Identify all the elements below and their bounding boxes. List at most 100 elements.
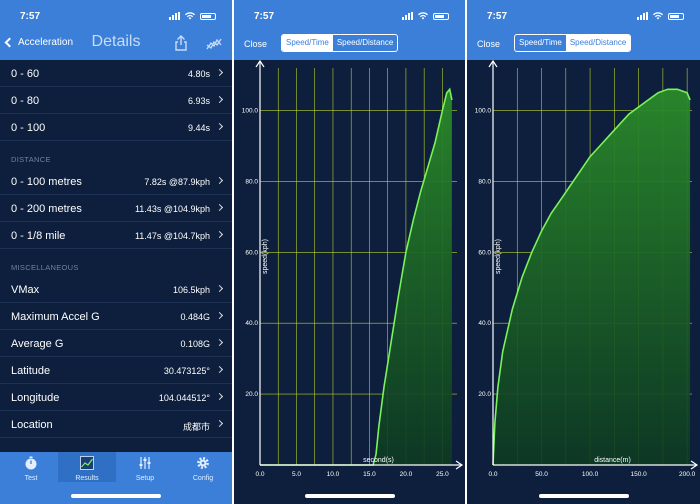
- list-item[interactable]: 0 - 1/8 mile 11.47s @104.7kph: [0, 222, 232, 249]
- tab-config[interactable]: Config: [174, 456, 232, 482]
- results-list: 0 - 60 4.80s 0 - 80 6.93s 0 - 100 9.44s DIS…: [0, 60, 232, 438]
- stopwatch-icon: [25, 456, 37, 470]
- list-item[interactable]: Average G 0.108G: [0, 330, 232, 357]
- chevron-right-icon: [215, 284, 224, 293]
- y-axis-arrow: [488, 59, 498, 68]
- gear-icon: [197, 457, 209, 469]
- segment-speed-distance[interactable]: Speed/Distance: [565, 35, 631, 51]
- battery-icon: [668, 13, 684, 20]
- graph-icon[interactable]: [206, 37, 222, 51]
- tab-bar: Test Results Setup Config: [0, 452, 232, 504]
- navigation-bar: Close Speed/Time Speed/Distance: [234, 32, 465, 54]
- tab-setup[interactable]: Setup: [116, 456, 174, 482]
- status-bar: 7:57: [0, 8, 232, 24]
- y-tick-label: 20.0: [245, 391, 258, 398]
- results-chart-icon: [80, 456, 94, 470]
- sliders-icon: [139, 457, 151, 469]
- page-title: Details: [91, 33, 141, 50]
- tab-results[interactable]: Results: [58, 452, 116, 482]
- x-tick-label: 100.0: [582, 471, 599, 478]
- status-time: 7:57: [487, 11, 508, 22]
- x-tick-label: 15.0: [363, 471, 376, 478]
- list-item[interactable]: 0 - 100 9.44s: [0, 114, 232, 141]
- chevron-right-icon: [215, 176, 224, 185]
- battery-icon: [200, 13, 216, 20]
- x-axis-arrow: [455, 460, 464, 470]
- chevron-right-icon: [215, 338, 224, 347]
- wifi-icon: [418, 12, 428, 20]
- y-tick-label: 20.0: [478, 391, 491, 398]
- chevron-right-icon: [215, 419, 224, 428]
- chevron-right-icon: [215, 230, 224, 239]
- status-time: 7:57: [20, 11, 41, 22]
- segment-speed-distance[interactable]: Speed/Distance: [336, 38, 394, 47]
- chevron-right-icon: [215, 392, 224, 401]
- area-fill: [493, 89, 691, 466]
- y-tick-label: 100.0: [475, 108, 492, 115]
- y-tick-label: 60.0: [478, 249, 491, 256]
- x-tick-label: 150.0: [630, 471, 647, 478]
- wifi-icon: [185, 12, 195, 20]
- list-item[interactable]: Latitude 30.473125°: [0, 357, 232, 384]
- speed-distance-screen: 7:57 Close Speed/Time Speed/Distance 0.0…: [467, 0, 700, 504]
- x-tick-label: 20.0: [400, 471, 413, 478]
- list-item[interactable]: Location 成都市: [0, 411, 232, 438]
- home-indicator[interactable]: [304, 494, 395, 498]
- segmented-control: Speed/Time Speed/Distance: [281, 34, 399, 52]
- close-button[interactable]: Close: [244, 39, 268, 49]
- y-axis-arrow: [255, 59, 265, 68]
- details-screen: 7:57 Acceleration Details 0 - 60 4.80s 0 …: [0, 0, 232, 504]
- header-background: [234, 0, 465, 60]
- status-bar: 7:57: [467, 8, 700, 24]
- list-item[interactable]: VMax 106.5kph: [0, 276, 232, 303]
- close-button[interactable]: Close: [477, 39, 501, 49]
- home-indicator[interactable]: [538, 494, 629, 498]
- list-item[interactable]: 0 - 200 metres 11.43s @104.9kph: [0, 195, 232, 222]
- list-item[interactable]: 0 - 60 4.80s: [0, 60, 232, 87]
- header-background: [0, 0, 232, 60]
- segment-speed-time[interactable]: Speed/Time: [519, 38, 562, 47]
- chevron-right-icon: [215, 68, 224, 77]
- list-item[interactable]: 0 - 100 metres 7.82s @87.9kph: [0, 168, 232, 195]
- y-tick-label: 80.0: [245, 178, 258, 185]
- y-axis-label: speed(kph): [495, 239, 502, 274]
- navigation-bar: Acceleration Details: [0, 30, 232, 58]
- section-header-distance: DISTANCE: [11, 155, 51, 164]
- y-axis-label: speed(kph): [262, 239, 269, 274]
- chevron-right-icon: [215, 203, 224, 212]
- battery-icon: [433, 13, 449, 20]
- x-axis-arrow: [690, 460, 699, 470]
- chevron-right-icon: [215, 365, 224, 374]
- segment-speed-time[interactable]: Speed/Time: [282, 35, 333, 51]
- speed-distance-chart: 0.0 50.0 100.0 150.0 200.0 20.0 40.0 60.0 80.0 10…: [475, 59, 699, 478]
- home-indicator[interactable]: [71, 494, 161, 498]
- y-tick-label: 80.0: [478, 178, 491, 185]
- speed-time-chart: 0.0 5.0 10.0 15.0 20.0 25.0 20.0 40.0 60.0 80.0 10…: [242, 59, 464, 478]
- wifi-icon: [653, 12, 663, 20]
- segmented-control: Speed/Time Speed/Distance: [514, 34, 632, 52]
- tab-test[interactable]: Test: [2, 456, 60, 482]
- y-tick-label: 40.0: [478, 320, 491, 327]
- section-header-misc: MISCELLANEOUS: [11, 263, 79, 272]
- speed-curve: [260, 87, 453, 466]
- chevron-right-icon: [215, 311, 224, 320]
- x-tick-label: 25.0: [436, 471, 449, 478]
- x-tick-label: 5.0: [292, 471, 301, 478]
- back-button[interactable]: Acceleration: [4, 37, 74, 48]
- x-axis-label: distance(m): [594, 457, 631, 464]
- list-item[interactable]: Maximum Accel G 0.484G: [0, 303, 232, 330]
- speed-curve: [492, 88, 691, 466]
- status-bar: 7:57: [234, 8, 465, 24]
- list-item[interactable]: Longitude 104.044512°: [0, 384, 232, 411]
- back-label: Acceleration: [18, 37, 74, 48]
- share-icon[interactable]: [174, 35, 188, 51]
- x-tick-label: 200.0: [679, 471, 696, 478]
- list-item[interactable]: 0 - 80 6.93s: [0, 87, 232, 114]
- y-tick-label: 40.0: [245, 320, 258, 327]
- signal-icon: [637, 12, 648, 20]
- x-tick-label: 10.0: [327, 471, 340, 478]
- signal-icon: [402, 12, 413, 20]
- chevron-right-icon: [215, 122, 224, 131]
- y-tick-label: 100.0: [242, 108, 259, 115]
- x-tick-label: 50.0: [535, 471, 548, 478]
